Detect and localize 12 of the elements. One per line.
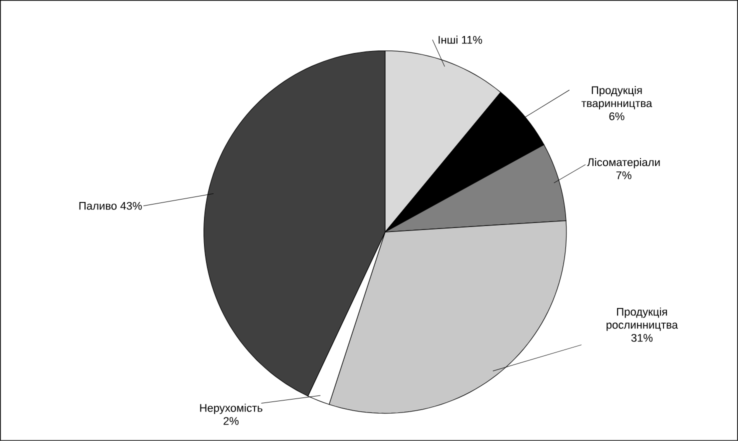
data-label: 6% [609,112,624,120]
slice-label: Продукція рослинництва [606,308,678,331]
data-label: 7% [616,171,632,180]
slice-label: Інші [438,36,458,44]
slice-label: Продукція тваринництва [582,86,652,110]
slice-label: Лісоматеріали [587,158,660,168]
data-label: 31% [631,334,653,342]
slice-label: Паливо [79,202,117,210]
data-label: 43% [120,202,142,210]
data-label: 2% [224,417,239,425]
slice-label: Нерухомість [200,404,262,414]
data-label: 11% [462,36,482,44]
